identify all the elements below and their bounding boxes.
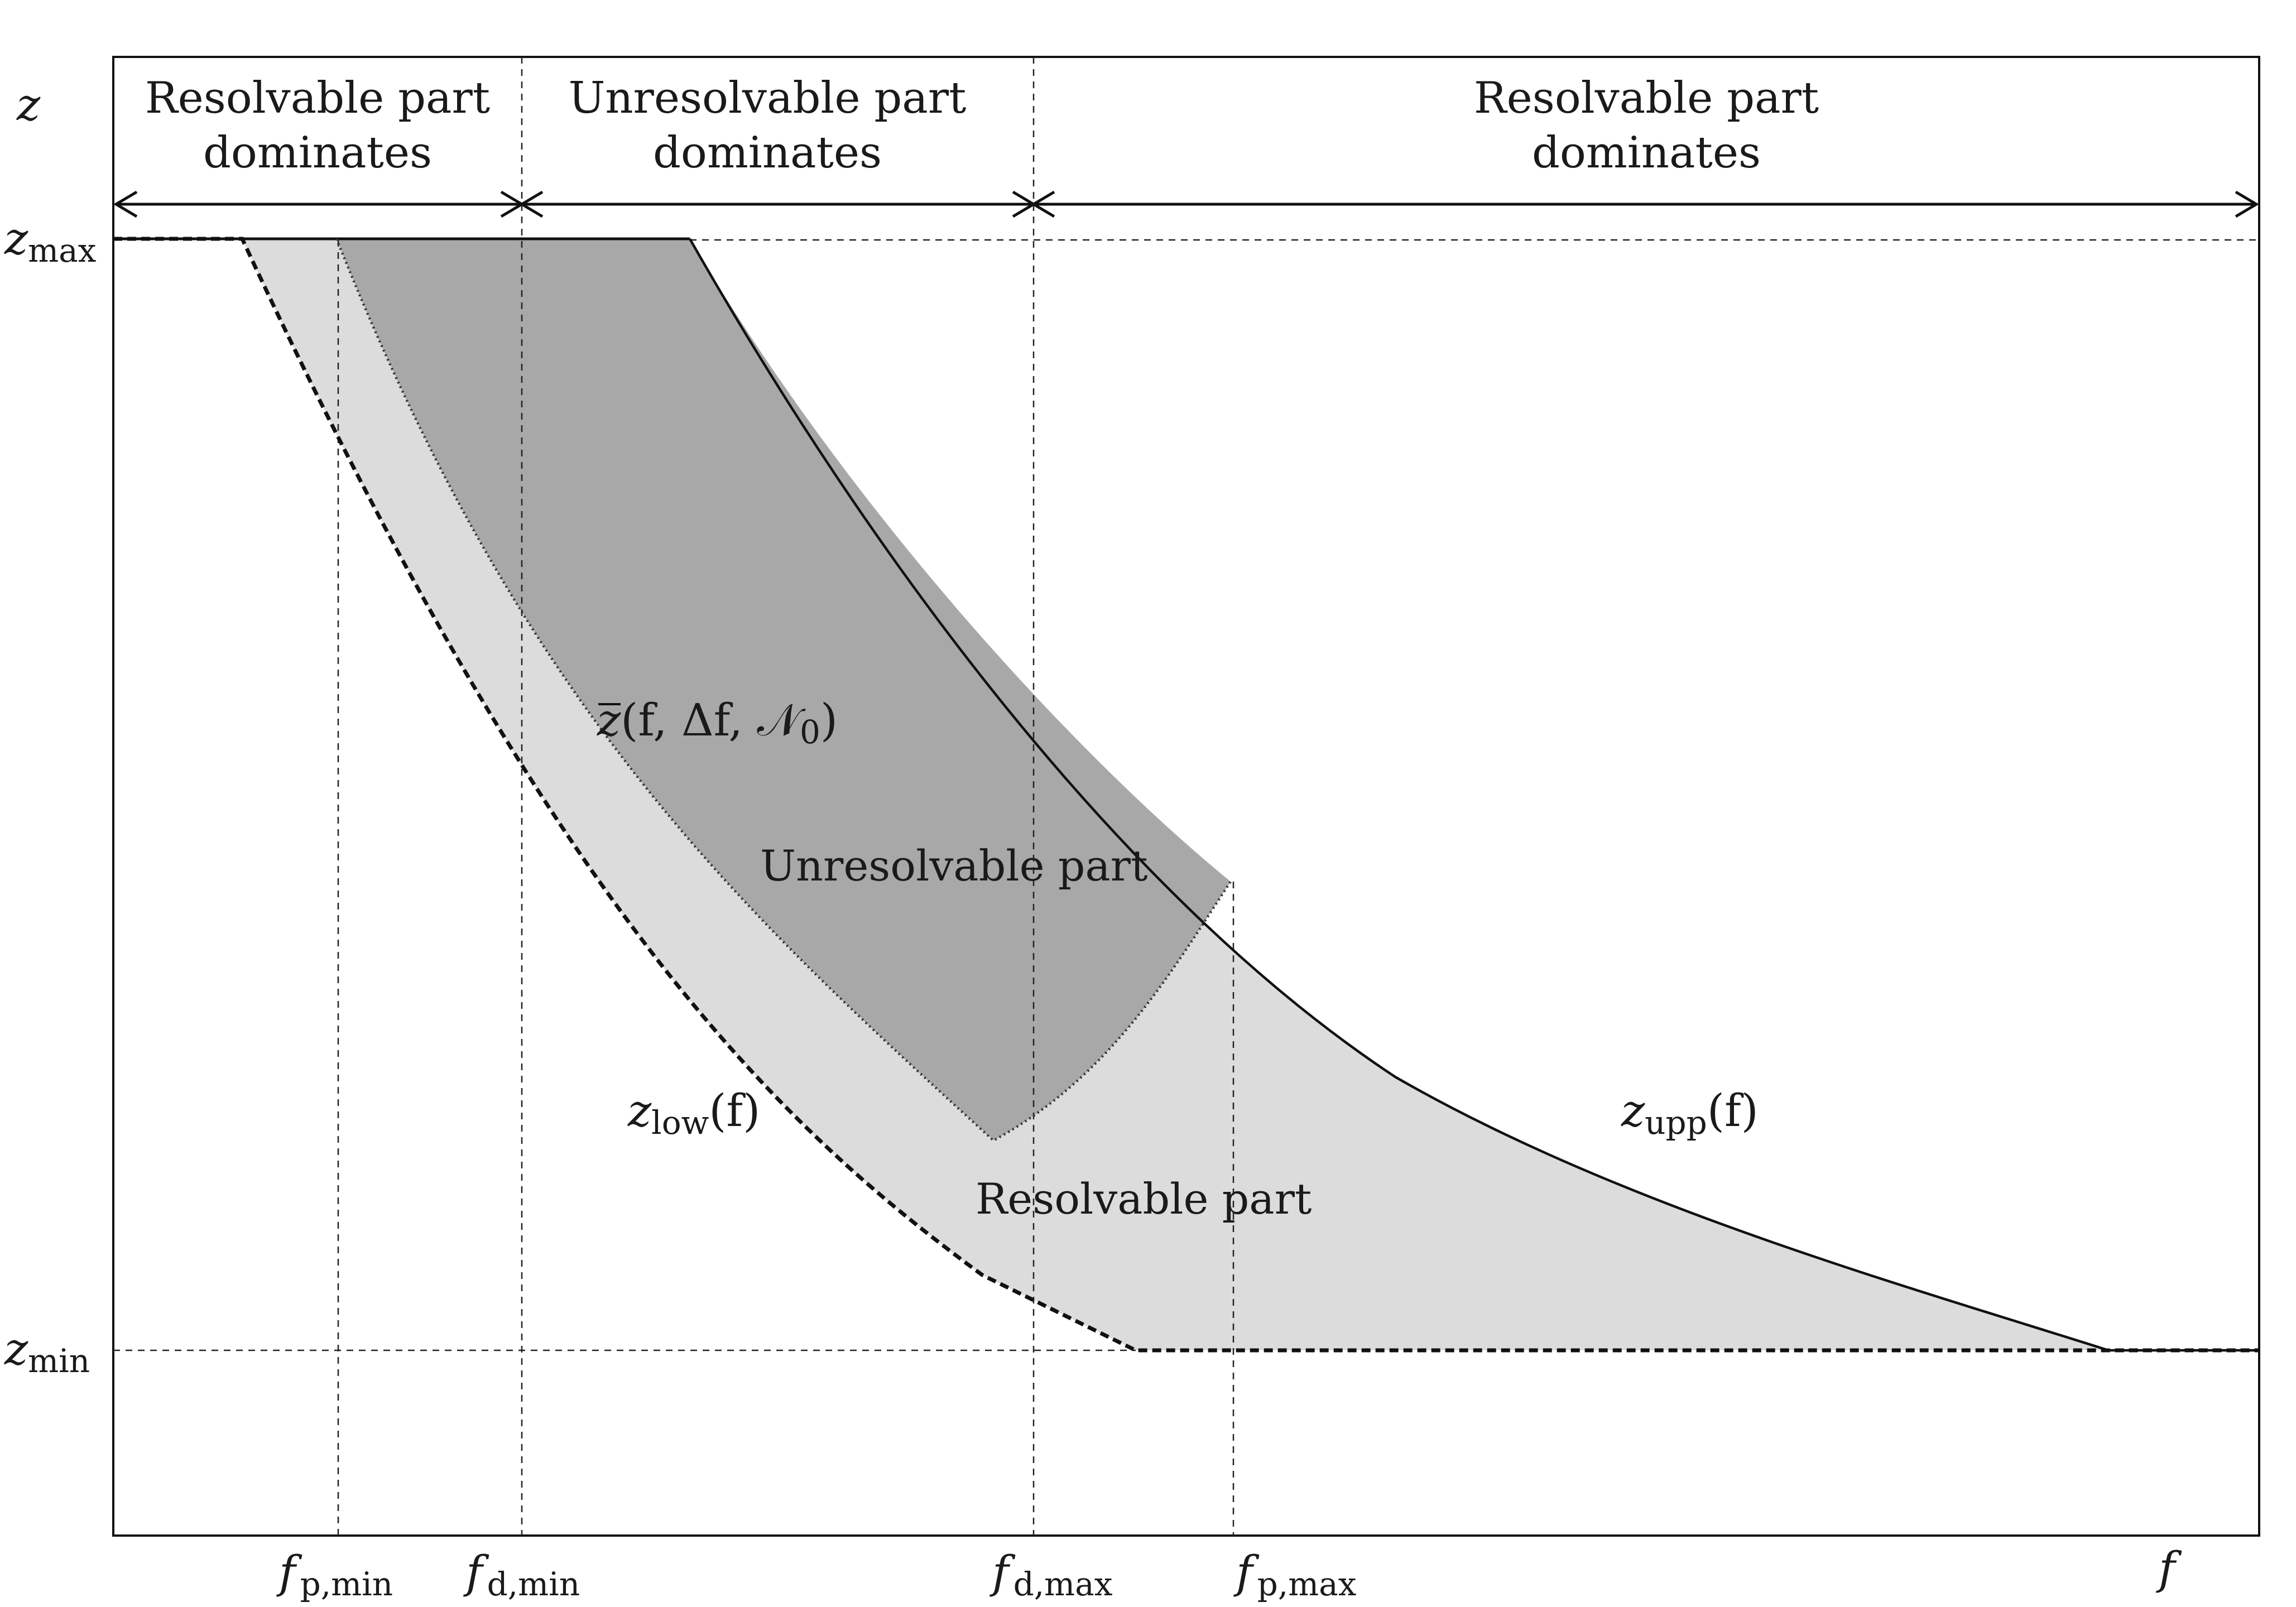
f-d-min-label: f d,min bbox=[463, 1546, 580, 1603]
z-bar-label: z(f, Δf, 𝒩0) bbox=[597, 694, 838, 751]
header-middle-line2: dominates bbox=[653, 128, 882, 178]
z-max-label: zmax bbox=[4, 213, 96, 270]
plot-frame bbox=[112, 56, 2260, 1537]
header-right-line2: dominates bbox=[1532, 128, 1761, 178]
resolvable-part-label: Resolvable part bbox=[976, 1174, 1312, 1224]
z-low-curve bbox=[113, 237, 2259, 1353]
f-p-min-label: f p,min bbox=[276, 1546, 393, 1603]
f-p-max-label: f p,max bbox=[1233, 1546, 1356, 1603]
z-upp-label: zupp(f) bbox=[1621, 1085, 1759, 1142]
z-upp-curve bbox=[689, 238, 2259, 1352]
y-axis-label: z bbox=[16, 79, 41, 131]
header-middle-line1: Unresolvable part bbox=[569, 73, 967, 123]
header-right-line1: Resolvable part bbox=[1474, 73, 1819, 123]
z-min-label: zmin bbox=[4, 1323, 90, 1380]
unresolvable-part-label: Unresolvable part bbox=[760, 841, 1148, 891]
header-left-line1: Resolvable part bbox=[145, 73, 490, 123]
header-arrows bbox=[113, 190, 2259, 218]
x-axis-label: f bbox=[2156, 1542, 2182, 1594]
guide-lines bbox=[113, 57, 2259, 1536]
unresolvable-region-fill bbox=[337, 239, 1231, 1141]
f-d-max-label: f d,max bbox=[990, 1546, 1112, 1603]
z-low-label: zlow(f) bbox=[627, 1085, 760, 1142]
z-bar-curve bbox=[335, 238, 1232, 1142]
header-left-line2: dominates bbox=[203, 128, 432, 178]
